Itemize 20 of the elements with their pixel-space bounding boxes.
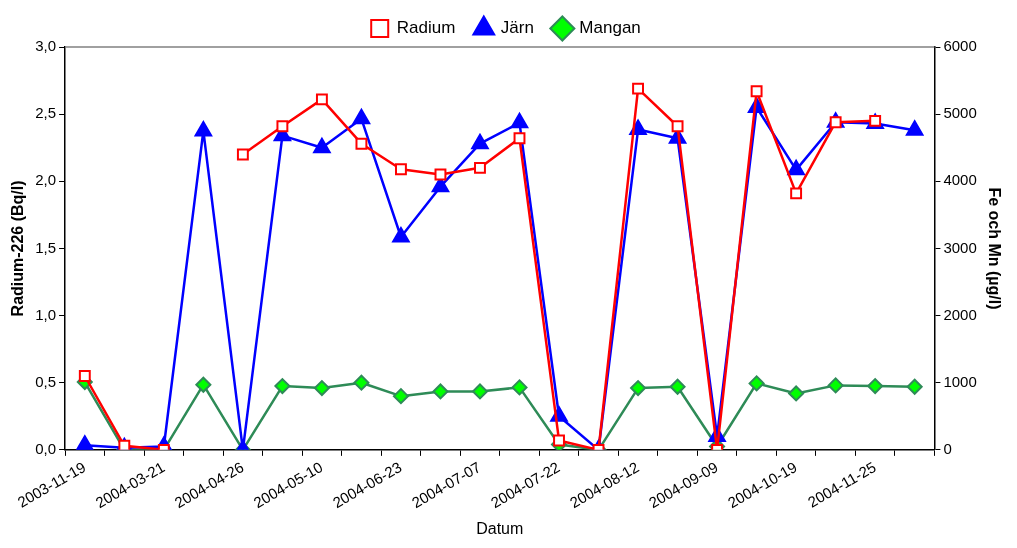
y2-tick-label: 6000: [943, 37, 977, 55]
legend-label: Mangan: [579, 18, 641, 38]
y-tick-label: 0,0: [35, 439, 57, 457]
legend-label: Järn: [500, 18, 534, 38]
y-axis-title: Radium-226 (Bq/l): [9, 180, 27, 317]
y2-tick-label: 0: [943, 439, 952, 457]
y2-tick-label: 4000: [943, 171, 977, 189]
y-tick-label: 1,0: [35, 305, 57, 323]
legend-label: Radium: [396, 18, 456, 38]
y-tick-label: 2,0: [35, 171, 57, 189]
y2-tick-label: 5000: [943, 104, 977, 122]
y-tick-label: 2,5: [35, 104, 57, 122]
y-tick-label: 0,5: [35, 372, 57, 390]
y2-tick-label: 2000: [943, 305, 977, 323]
y-tick-label: 3,0: [35, 37, 57, 55]
y2-tick-label: 3000: [943, 238, 977, 256]
y2-axis-title: Fe och Mn (µg/l): [985, 187, 1003, 310]
y2-tick-label: 1000: [943, 372, 977, 390]
x-axis-title: Datum: [476, 519, 524, 537]
y-tick-label: 1,5: [35, 238, 57, 256]
